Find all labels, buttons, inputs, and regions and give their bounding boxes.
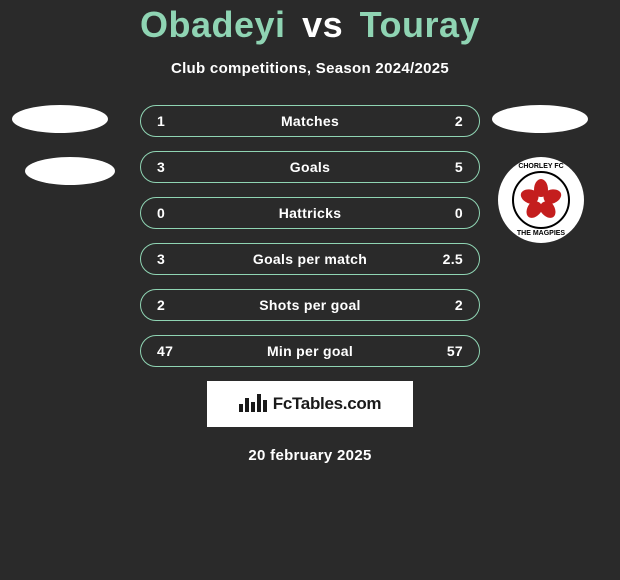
stat-label: Shots per goal [197, 297, 423, 313]
stat-right-value: 2 [423, 297, 463, 313]
stat-label: Hattricks [197, 205, 423, 221]
stat-row: 1 Matches 2 [140, 105, 480, 137]
stat-right-value: 0 [423, 205, 463, 221]
stat-row: 2 Shots per goal 2 [140, 289, 480, 321]
stat-row: 47 Min per goal 57 [140, 335, 480, 367]
stat-row: 0 Hattricks 0 [140, 197, 480, 229]
stat-right-value: 5 [423, 159, 463, 175]
stat-row: 3 Goals 5 [140, 151, 480, 183]
club-badge: CHORLEY FC THE MAGPIES [498, 157, 584, 243]
stat-label: Matches [197, 113, 423, 129]
stats-container: CHORLEY FC THE MAGPIES 1 Matches 2 3 Goa… [0, 105, 620, 367]
stat-right-value: 2 [423, 113, 463, 129]
date-text: 20 february 2025 [248, 447, 371, 464]
chart-icon [239, 394, 267, 414]
avatar-oval-right-1 [492, 105, 588, 133]
player1-name: Obadeyi [140, 4, 286, 45]
stat-left-value: 0 [157, 205, 197, 221]
stat-label: Goals per match [197, 251, 423, 267]
stat-label: Min per goal [197, 343, 423, 359]
stat-row: 3 Goals per match 2.5 [140, 243, 480, 275]
stat-left-value: 2 [157, 297, 197, 313]
fctables-banner: FcTables.com [207, 381, 413, 427]
stat-left-value: 3 [157, 159, 197, 175]
avatar-oval-left-2 [25, 157, 115, 185]
subtitle: Club competitions, Season 2024/2025 [171, 60, 449, 77]
vs-text: vs [302, 4, 343, 45]
player2-name: Touray [360, 4, 480, 45]
comparison-title: Obadeyi vs Touray [140, 4, 480, 46]
stat-left-value: 1 [157, 113, 197, 129]
fctables-text: FcTables.com [273, 394, 382, 414]
avatar-oval-left-1 [12, 105, 108, 133]
stat-right-value: 57 [423, 343, 463, 359]
badge-top-text: CHORLEY FC [498, 163, 584, 170]
badge-flower-icon [523, 182, 559, 218]
stat-left-value: 47 [157, 343, 197, 359]
badge-bottom-text: THE MAGPIES [498, 230, 584, 237]
stat-left-value: 3 [157, 251, 197, 267]
stat-right-value: 2.5 [423, 251, 463, 267]
stat-label: Goals [197, 159, 423, 175]
badge-inner [512, 171, 570, 229]
